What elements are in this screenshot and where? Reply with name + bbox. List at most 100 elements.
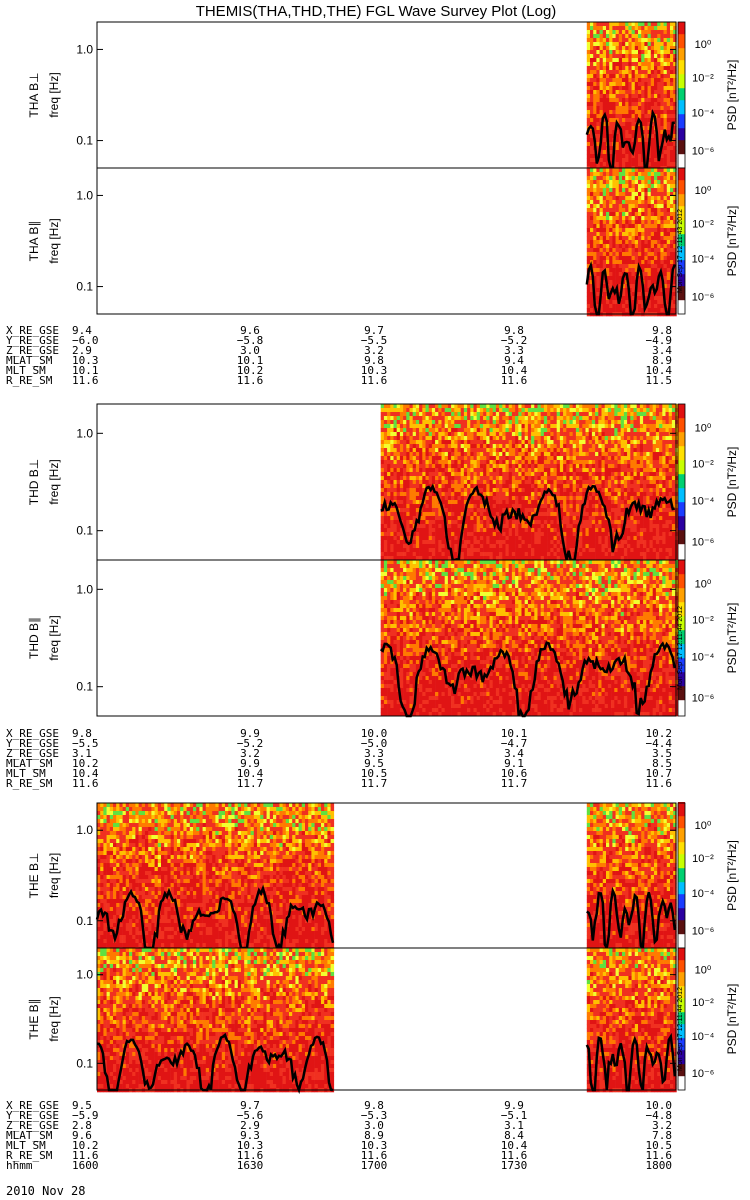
heatmap-cell [615,66,620,71]
heatmap-cell [406,440,410,445]
heatmap-cell [673,42,677,47]
heatmap-cell [537,480,541,485]
heatmap-cell [380,404,385,409]
heatmap-cell [479,464,484,469]
heatmap-cell [531,436,535,441]
heatmap-cell [518,404,522,409]
heatmap-cell [641,162,645,167]
heatmap-cell [666,224,671,229]
heatmap-cell [644,260,648,265]
heatmap-cell [467,480,471,485]
heatmap-cell [647,62,652,67]
heatmap-cell [505,416,509,421]
heatmap-cell [599,180,604,185]
heatmap-cell [457,472,461,477]
heatmap-cell [383,540,388,545]
heatmap-cell [553,448,557,453]
colorbar-segment [678,164,685,167]
heatmap-cell [622,264,626,269]
heatmap-cell [486,516,490,521]
heatmap-cell [380,448,385,453]
heatmap-cell [390,472,394,477]
heatmap-cell [638,256,642,261]
heatmap-cell [463,520,468,525]
heatmap-cell [593,86,597,91]
heatmap-cell [540,464,545,469]
heatmap-cell [441,528,445,533]
heatmap-cell [435,448,439,453]
heatmap-cell [670,118,674,123]
heatmap-cell [660,154,664,159]
heatmap-cell [622,292,626,297]
heatmap-cell [666,296,671,301]
heatmap-cell [622,58,626,63]
heatmap-cell [618,276,623,281]
heatmap-cell [479,428,484,433]
heatmap-cell [447,428,452,433]
heatmap-cell [650,216,655,221]
heatmap-cell [403,496,407,501]
heatmap-cell [479,448,484,453]
heatmap-cell [586,134,591,139]
heatmap-cell [641,50,645,55]
heatmap-cell [650,248,655,253]
heatmap-cell [492,472,497,477]
heatmap-cell [596,232,600,237]
heatmap-cell [599,304,604,309]
heatmap-cell [644,98,648,103]
colorbar-segment [678,70,685,73]
heatmap-cell [399,540,404,545]
heatmap-cell [618,46,623,51]
heatmap-cell [638,204,642,209]
heatmap-cell [399,508,404,513]
heatmap-cell [673,50,677,55]
heatmap-cell [406,552,410,557]
heatmap-cell [628,184,632,189]
heatmap-cell [638,114,642,119]
heatmap-cell [591,528,596,533]
heatmap-cell [518,536,522,541]
heatmap-cell [644,236,648,241]
heatmap-cell [647,204,652,209]
heatmap-cell [585,544,589,549]
heatmap-cell [618,172,623,177]
heatmap-cell [598,488,602,493]
heatmap-cell [470,476,474,481]
heatmap-cell [435,464,439,469]
heatmap-cell [585,416,589,421]
heatmap-cell [505,500,509,505]
heatmap-cell [457,464,461,469]
heatmap-cell [412,508,417,513]
heatmap-cell [666,98,671,103]
heatmap-cell [387,472,391,477]
heatmap-cell [644,158,648,163]
heatmap-cell [396,524,401,529]
heatmap-cell [537,472,541,477]
heatmap-cell [590,208,594,213]
heatmap-cell [505,548,509,553]
heatmap-cell [406,476,410,481]
heatmap-cell [422,404,426,409]
heatmap-cell [566,532,570,537]
colorbar-segment [678,210,685,213]
heatmap-cell [406,448,410,453]
heatmap-cell [595,440,599,445]
heatmap-cell [628,188,632,193]
heatmap-cell [618,260,623,265]
heatmap-cell [428,472,433,477]
heatmap-cell [505,540,509,545]
heatmap-cell [425,524,429,529]
heatmap-cell [631,130,636,135]
heatmap-cell [521,444,525,449]
heatmap-cell [483,428,487,433]
heatmap-cell [641,208,645,213]
heatmap-cell [657,208,661,213]
heatmap-cell [547,436,551,441]
heatmap-cell [483,436,487,441]
heatmap-cell [582,504,586,509]
heatmap-cell [483,524,487,529]
heatmap-cell [666,138,671,143]
heatmap-cell [473,464,477,469]
heatmap-cell [473,500,477,505]
colorbar-segment [678,302,685,305]
